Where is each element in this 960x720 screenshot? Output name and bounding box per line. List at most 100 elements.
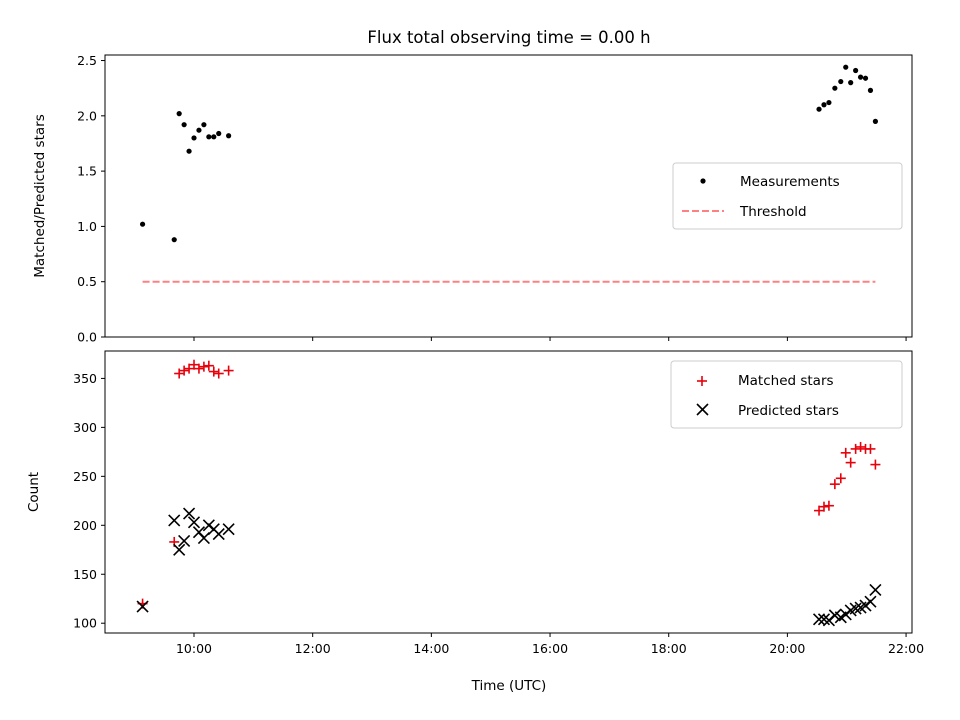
measurement-point xyxy=(176,111,182,117)
top-y-ticks: 0.0 0.5 1.0 1.5 2.0 2.5 xyxy=(77,53,105,345)
y-tick-label: 150 xyxy=(73,567,97,582)
bottom-x-ticks: 10:00 12:00 14:00 16:00 18:00 20:00 22:00 xyxy=(176,633,924,656)
measurement-point xyxy=(186,148,192,154)
measurement-point xyxy=(139,221,146,227)
measurement-point xyxy=(196,127,202,133)
matched-point xyxy=(818,501,829,512)
x-tick-label: 10:00 xyxy=(176,641,212,656)
predicted-point xyxy=(168,514,181,527)
measurement-point xyxy=(191,135,197,141)
measurement-point xyxy=(862,75,869,81)
top-panel: 0.0 0.5 1.0 1.5 2.0 2.5 Matched/Predicted sta… xyxy=(32,53,913,345)
predicted-point xyxy=(817,613,831,626)
legend-measurements-label: Measurements xyxy=(740,174,840,190)
measurement-point xyxy=(853,67,859,74)
y-tick-label: 100 xyxy=(73,616,97,631)
matched-point xyxy=(179,365,190,376)
legend-matched-label: Matched stars xyxy=(738,373,834,389)
matched-point xyxy=(208,366,219,377)
legend-predicted-label: Predicted stars xyxy=(738,403,839,419)
top-plot-marks xyxy=(139,64,879,283)
measurement-point xyxy=(171,237,177,243)
measurement-point xyxy=(826,99,832,106)
top-axes-frame xyxy=(104,54,913,338)
predicted-point xyxy=(187,516,201,529)
y-tick-label: 1.5 xyxy=(77,164,97,179)
matched-point xyxy=(193,363,204,374)
predicted-point xyxy=(869,583,882,596)
bottom-legend-box xyxy=(670,360,903,429)
measurement-point xyxy=(872,118,879,124)
measurement-point xyxy=(848,80,854,86)
matched-point xyxy=(198,361,209,372)
x-tick-label: 16:00 xyxy=(532,641,568,656)
measurement-point xyxy=(206,134,212,140)
x-tick-label: 18:00 xyxy=(651,641,687,656)
measurement-point xyxy=(832,85,838,91)
predicted-point xyxy=(197,531,210,545)
y-tick-label: 0.5 xyxy=(77,274,97,289)
matched-point xyxy=(829,479,840,490)
top-legend: Measurements Threshold xyxy=(672,162,903,230)
chart-title: Flux total observing time = 0.00 h xyxy=(367,28,650,47)
x-axis-label: Time (UTC) xyxy=(471,678,547,694)
x-tick-label: 20:00 xyxy=(769,641,805,656)
measurement-point xyxy=(216,130,222,137)
y-tick-label: 350 xyxy=(73,371,97,386)
predicted-point xyxy=(136,600,149,613)
matched-point xyxy=(213,368,224,379)
matched-point xyxy=(855,441,866,452)
top-y-axis-label: Matched/Predicted stars xyxy=(32,114,48,277)
top-legend-box xyxy=(672,162,903,230)
matched-point xyxy=(835,473,846,484)
measurement-point xyxy=(181,122,187,128)
predicted-point xyxy=(178,534,191,548)
predicted-point xyxy=(864,595,877,608)
measurement-point xyxy=(201,122,207,128)
predicted-point xyxy=(222,523,235,536)
y-tick-label: 2.0 xyxy=(77,108,97,123)
matched-point xyxy=(223,365,234,376)
legend-threshold-label: Threshold xyxy=(739,204,807,220)
measurement-point xyxy=(843,64,849,70)
matched-point xyxy=(865,443,876,454)
legend-predicted-marker xyxy=(696,403,709,416)
y-tick-label: 1.0 xyxy=(77,219,97,234)
matched-point xyxy=(845,457,856,468)
matched-point xyxy=(823,500,834,511)
measurement-point xyxy=(857,74,864,80)
measurement-point xyxy=(867,87,874,93)
measurement-point xyxy=(838,78,844,85)
predicted-point xyxy=(812,613,826,626)
legend-matched-marker xyxy=(697,376,707,386)
y-tick-label: 2.5 xyxy=(77,53,97,68)
legend-measurements-marker xyxy=(700,178,706,184)
bottom-plot-marks xyxy=(136,359,882,627)
y-tick-label: 0.0 xyxy=(77,330,97,345)
measurement-point xyxy=(816,106,822,112)
x-tick-label: 22:00 xyxy=(888,641,924,656)
predicted-point xyxy=(182,507,196,520)
y-tick-label: 250 xyxy=(73,469,97,484)
bottom-legend: Matched stars Predicted stars xyxy=(670,360,903,429)
y-tick-label: 200 xyxy=(73,518,97,533)
measurement-point xyxy=(226,133,232,139)
bottom-axes-frame xyxy=(104,350,913,634)
measurement-point xyxy=(211,134,217,140)
y-tick-label: 300 xyxy=(73,420,97,435)
x-tick-label: 12:00 xyxy=(295,641,331,656)
matched-point xyxy=(203,360,214,371)
top-x-ticks xyxy=(193,337,907,341)
bottom-y-ticks: 100 150 200 250 300 350 xyxy=(73,371,105,631)
matched-point xyxy=(840,447,851,458)
matched-point xyxy=(870,459,881,470)
measurement-point xyxy=(821,102,827,108)
matched-point xyxy=(850,443,861,454)
x-tick-label: 14:00 xyxy=(413,641,449,656)
bottom-y-axis-label: Count xyxy=(26,472,42,512)
predicted-point xyxy=(173,543,186,556)
predicted-point xyxy=(849,602,862,615)
